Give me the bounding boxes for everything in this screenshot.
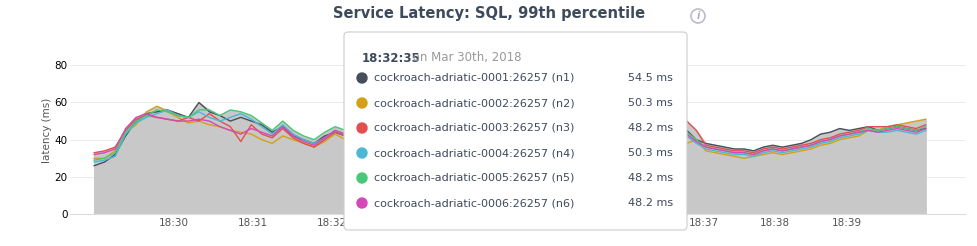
- Text: on Mar 30th, 2018: on Mar 30th, 2018: [408, 51, 521, 64]
- Text: 48.2 ms: 48.2 ms: [627, 123, 672, 133]
- Text: 18:32:35: 18:32:35: [361, 51, 420, 64]
- Circle shape: [357, 198, 366, 208]
- Text: 48.2 ms: 48.2 ms: [627, 173, 672, 183]
- Text: cockroach-adriatic-0006:26257 (n6): cockroach-adriatic-0006:26257 (n6): [373, 198, 573, 208]
- Text: cockroach-adriatic-0003:26257 (n3): cockroach-adriatic-0003:26257 (n3): [373, 123, 573, 133]
- Circle shape: [357, 173, 366, 183]
- Text: cockroach-adriatic-0005:26257 (n5): cockroach-adriatic-0005:26257 (n5): [373, 173, 573, 183]
- Text: 50.3 ms: 50.3 ms: [627, 148, 672, 158]
- Text: 50.3 ms: 50.3 ms: [627, 98, 672, 108]
- Circle shape: [357, 98, 366, 108]
- Text: cockroach-adriatic-0002:26257 (n2): cockroach-adriatic-0002:26257 (n2): [373, 98, 574, 108]
- Text: 48.2 ms: 48.2 ms: [627, 198, 672, 208]
- Text: Service Latency: SQL, 99th percentile: Service Latency: SQL, 99th percentile: [332, 6, 645, 21]
- Text: 54.5 ms: 54.5 ms: [627, 73, 672, 83]
- Circle shape: [357, 123, 366, 133]
- FancyBboxPatch shape: [344, 32, 686, 230]
- Text: cockroach-adriatic-0001:26257 (n1): cockroach-adriatic-0001:26257 (n1): [373, 73, 573, 83]
- Text: i: i: [696, 11, 699, 21]
- Text: cockroach-adriatic-0004:26257 (n4): cockroach-adriatic-0004:26257 (n4): [373, 148, 574, 158]
- Circle shape: [357, 148, 366, 158]
- Circle shape: [357, 73, 366, 83]
- Y-axis label: latency (ms): latency (ms): [42, 98, 52, 163]
